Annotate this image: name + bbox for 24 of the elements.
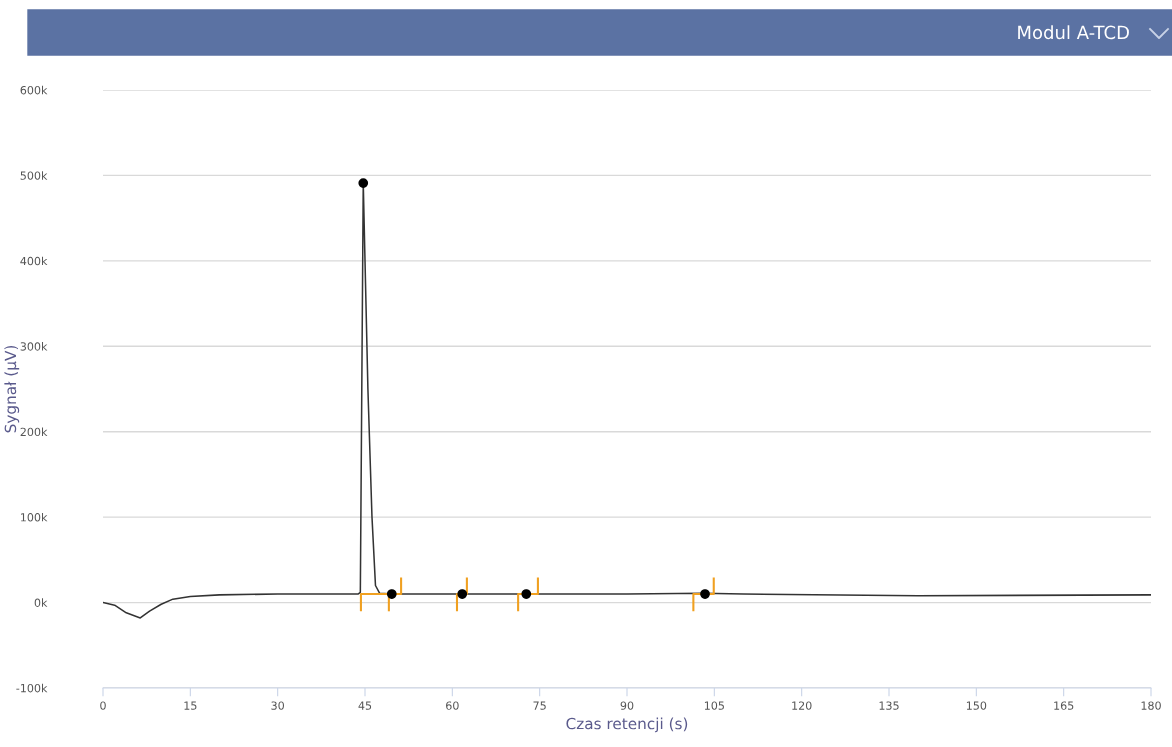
y-tick-label: 100k — [21, 512, 48, 522]
x-tick-label: 45 — [358, 701, 372, 710]
y-tick-label: -100k — [16, 683, 48, 693]
y-tick-label: 300k — [20, 342, 48, 351]
x-tick-label: 105 — [704, 701, 724, 710]
x-tick-label: 150 — [966, 701, 987, 710]
x-tick-label: 165 — [1054, 701, 1074, 710]
x-tick-label: 180 — [1141, 701, 1161, 710]
x-tick-label: 75 — [533, 701, 546, 710]
x-axis-title: Czas retencji (s) — [566, 717, 688, 733]
x-tick-label: 15 — [184, 701, 197, 710]
x-tick-label: 135 — [879, 701, 899, 710]
y-axis-title: Sygnał (µV) — [4, 345, 20, 433]
y-tick-label: 600k — [20, 85, 48, 95]
x-tick-label: 0 — [100, 701, 106, 710]
x-tick-label: 60 — [446, 701, 459, 710]
y-tick-label: 500k — [20, 171, 48, 180]
y-tick-label: 0k — [34, 598, 48, 607]
x-tick-label: 90 — [620, 701, 634, 710]
x-tick-label: 120 — [792, 701, 812, 710]
y-tick-label: 200k — [20, 427, 48, 437]
x-tick-label: 30 — [271, 701, 284, 710]
y-tick-label: 400k — [20, 256, 48, 266]
chart-title: Modul A-TCD — [1018, 25, 1129, 40]
